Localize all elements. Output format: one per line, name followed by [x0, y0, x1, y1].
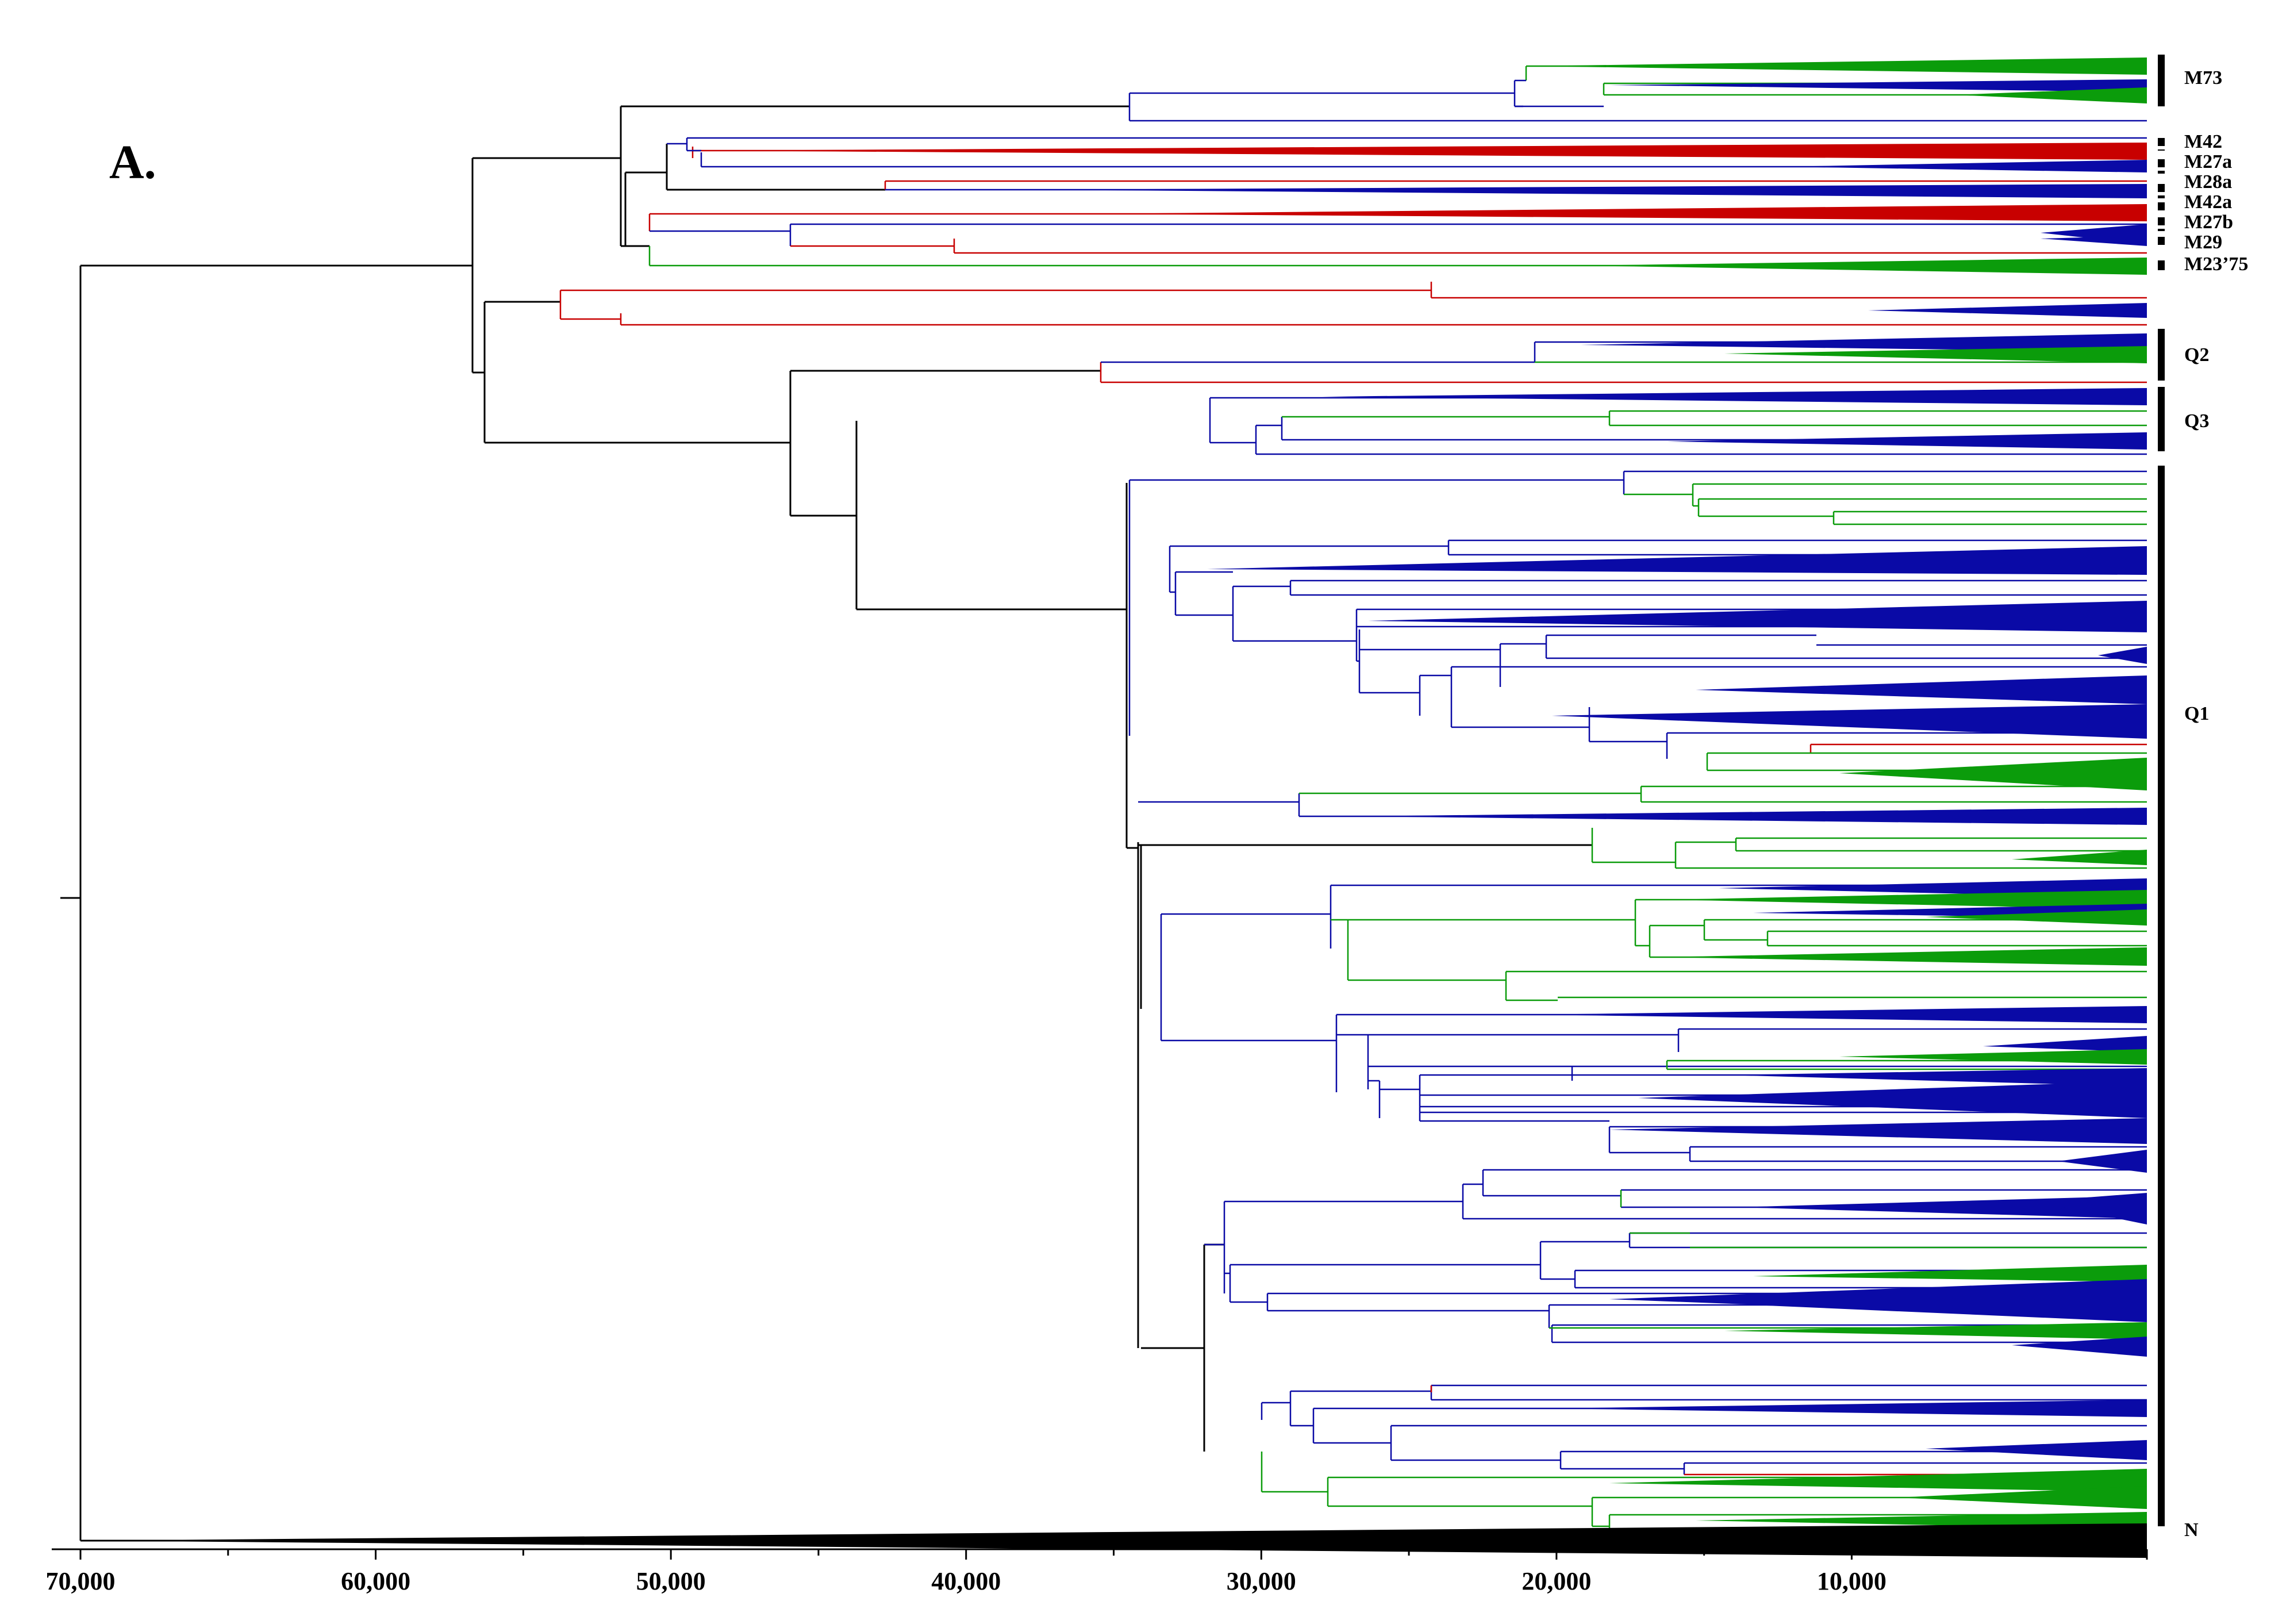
- clade-label-m2375: M23’75: [2184, 254, 2248, 275]
- collapsed-clade-triangles: [80, 57, 2147, 1558]
- clade-label-m28a: M28a: [2184, 171, 2232, 193]
- axis-ticks: [79, 1549, 2148, 1560]
- clade-label-m73: M73: [2184, 67, 2222, 89]
- clade-label-m42: M42: [2184, 131, 2222, 152]
- axis-tick-label: 70,000: [46, 1567, 116, 1595]
- axis-tick-label: 20,000: [1522, 1567, 1591, 1595]
- axis-tick-label: 50,000: [636, 1567, 706, 1595]
- clade-label-m29: M29: [2184, 232, 2222, 253]
- axis-tick-labels: 70,000 60,000 50,000 40,000 30,000 20,000 10,0…: [46, 1567, 1887, 1595]
- clade-label-q1: Q1: [2184, 703, 2209, 724]
- axis-tick-label: 40,000: [931, 1567, 1001, 1595]
- clade-label-m27b: M27b: [2184, 212, 2233, 233]
- tree-backbone: [60, 105, 1592, 1542]
- axis-tick-label: 30,000: [1227, 1567, 1296, 1595]
- axis-tick-label: 60,000: [341, 1567, 410, 1595]
- clade-labels: M73 M42 M27a M28a M42a M27b M29 M23’75 Q…: [2184, 67, 2248, 1541]
- tree-colored-branches: [559, 65, 2147, 1536]
- clade-label-q2: Q2: [2184, 344, 2209, 366]
- clade-label-m42a: M42a: [2184, 191, 2232, 213]
- panel-label: A.: [109, 136, 156, 189]
- axis-tick-label: 10,000: [1817, 1567, 1887, 1595]
- clade-label-n: N: [2184, 1519, 2199, 1541]
- clade-label-q3: Q3: [2184, 410, 2209, 432]
- clade-label-m27a: M27a: [2184, 151, 2232, 172]
- time-axis: 70,000 60,000 50,000 40,000 30,000 20,000 10,0…: [46, 1548, 2148, 1595]
